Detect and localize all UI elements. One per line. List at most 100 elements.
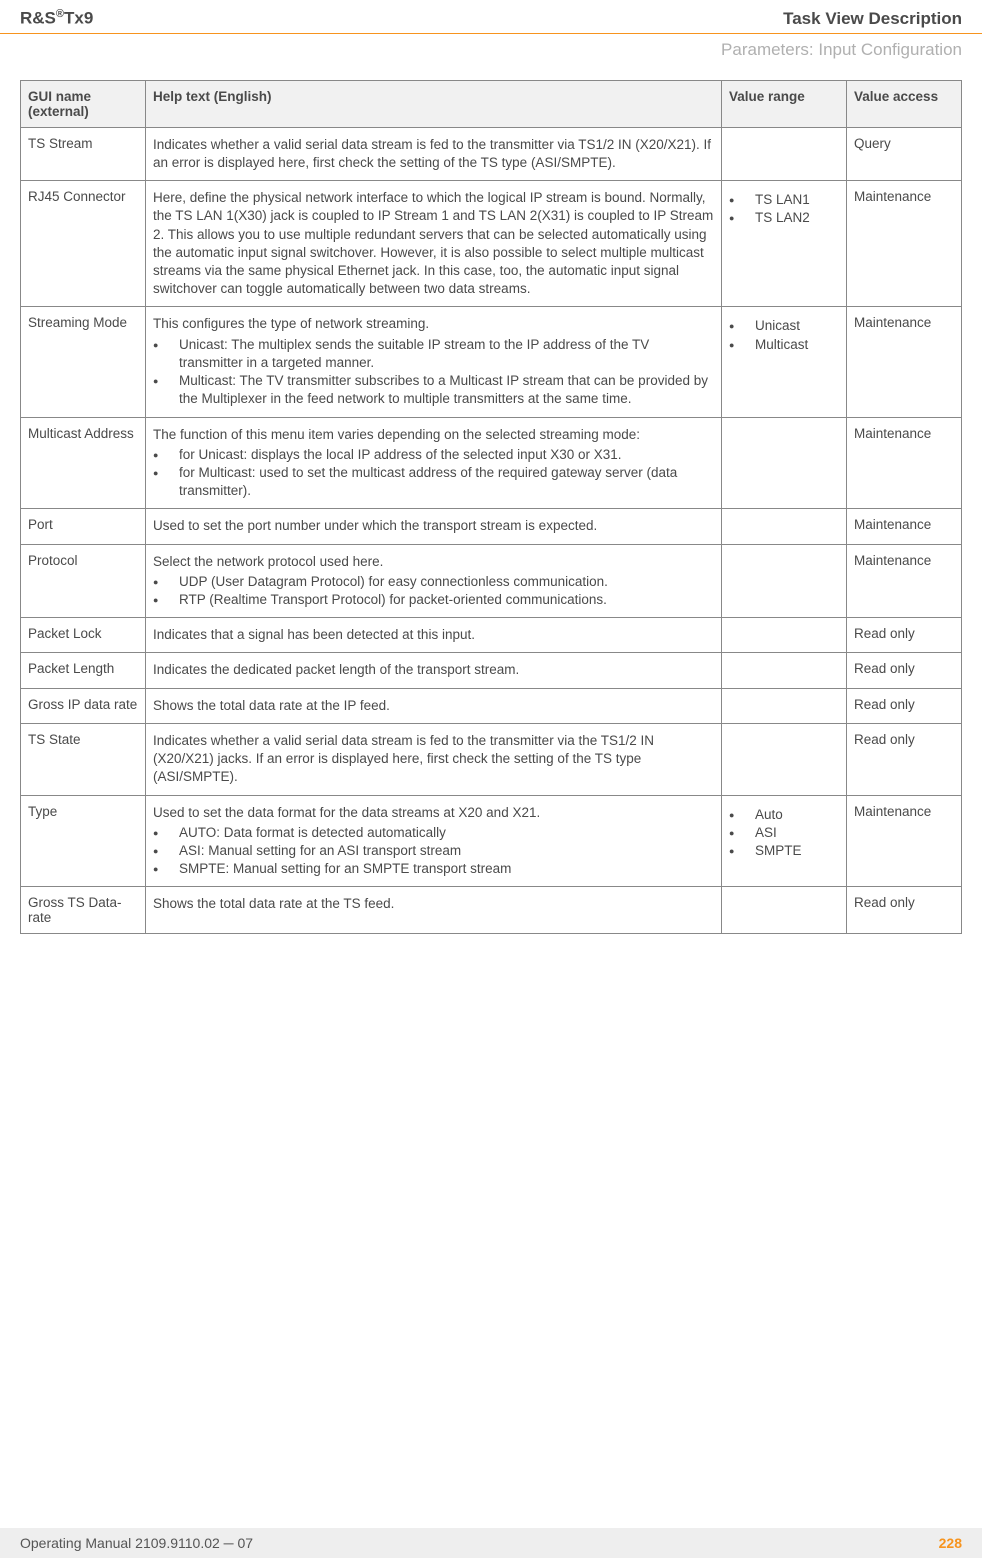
help-bullet-item: for Unicast: displays the local IP addre… [153, 446, 714, 464]
cell-value-access: Maintenance [847, 544, 962, 618]
header-help: Help text (English) [146, 80, 722, 127]
help-bullet-item: RTP (Realtime Transport Protocol) for pa… [153, 591, 714, 609]
range-bullet-item: Multicast [729, 336, 839, 354]
help-bullet-item: ASI: Manual setting for an ASI transport… [153, 842, 714, 860]
header-gui: GUI name (external) [21, 80, 146, 127]
table-row: Packet LengthIndicates the dedicated pac… [21, 653, 962, 688]
help-paragraph: Shows the total data rate at the IP feed… [153, 697, 714, 715]
help-paragraph: Here, define the physical network interf… [153, 189, 714, 298]
cell-value-range [722, 127, 847, 180]
cell-help-text: Used to set the data format for the data… [146, 795, 722, 887]
cell-value-range: UnicastMulticast [722, 307, 847, 417]
table-row: TS StreamIndicates whether a valid seria… [21, 127, 962, 180]
range-bullet-item: ASI [729, 824, 839, 842]
range-bullet-item: TS LAN2 [729, 209, 839, 227]
cell-gui-name: Packet Lock [21, 618, 146, 653]
section-title: Task View Description [783, 9, 962, 29]
help-paragraph: Shows the total data rate at the TS feed… [153, 895, 714, 913]
product-name: R&S®Tx9 [20, 8, 93, 29]
cell-value-access: Read only [847, 723, 962, 795]
cell-help-text: Select the network protocol used here. UD… [146, 544, 722, 618]
help-intro: Used to set the data format for the data… [153, 804, 714, 822]
cell-value-range [722, 618, 847, 653]
parameters-table: GUI name (external) Help text (English) … [20, 80, 962, 935]
cell-gui-name: TS Stream [21, 127, 146, 180]
cell-value-range [722, 887, 847, 934]
help-bullet-list: Unicast: The multiplex sends the suitabl… [153, 336, 714, 409]
range-bullet-item: SMPTE [729, 842, 839, 860]
table-row: Multicast Address The function of this me… [21, 417, 962, 509]
cell-value-range [722, 417, 847, 509]
table-row: ProtocolSelect the network protocol used… [21, 544, 962, 618]
cell-gui-name: Streaming Mode [21, 307, 146, 417]
cell-value-access: Maintenance [847, 181, 962, 307]
help-bullet-item: SMPTE: Manual setting for an SMPTE trans… [153, 860, 714, 878]
help-paragraph: Used to set the port number under which … [153, 517, 714, 535]
cell-value-access: Maintenance [847, 417, 962, 509]
help-intro: Select the network protocol used here. [153, 553, 714, 571]
cell-value-range: TS LAN1TS LAN2 [722, 181, 847, 307]
cell-gui-name: Type [21, 795, 146, 887]
cell-value-range [722, 509, 847, 544]
cell-gui-name: TS State [21, 723, 146, 795]
help-bullet-item: Multicast: The TV transmitter subscribes… [153, 372, 714, 408]
range-bullet-item: TS LAN1 [729, 191, 839, 209]
header-range: Value range [722, 80, 847, 127]
range-bullet-item: Auto [729, 806, 839, 824]
table-row: Gross IP data rate Shows the total data r… [21, 688, 962, 723]
help-bullet-item: Unicast: The multiplex sends the suitabl… [153, 336, 714, 372]
cell-help-text: Shows the total data rate at the TS feed… [146, 887, 722, 934]
range-bullet-list: AutoASISMPTE [729, 806, 839, 861]
cell-help-text: This configures the type of network stre… [146, 307, 722, 417]
help-bullet-item: for Multicast: used to set the multicast… [153, 464, 714, 500]
content-area: GUI name (external) Help text (English) … [0, 80, 982, 935]
table-row: Streaming Mode This configures the type o… [21, 307, 962, 417]
help-paragraph: Indicates that a signal has been detecte… [153, 626, 714, 644]
cell-value-access: Read only [847, 887, 962, 934]
cell-value-access: Maintenance [847, 307, 962, 417]
help-intro: This configures the type of network stre… [153, 315, 714, 333]
cell-gui-name: Protocol [21, 544, 146, 618]
cell-gui-name: Multicast Address [21, 417, 146, 509]
cell-gui-name: Gross IP data rate [21, 688, 146, 723]
cell-help-text: The function of this menu item varies de… [146, 417, 722, 509]
cell-value-access: Read only [847, 653, 962, 688]
cell-help-text: Indicates the dedicated packet length of… [146, 653, 722, 688]
help-bullet-list: for Unicast: displays the local IP addre… [153, 446, 714, 501]
table-row: Type Used to set the data format for the … [21, 795, 962, 887]
cell-help-text: Shows the total data rate at the IP feed… [146, 688, 722, 723]
cell-value-access: Maintenance [847, 795, 962, 887]
range-bullet-list: UnicastMulticast [729, 317, 839, 353]
page-footer: Operating Manual 2109.9110.02 ─ 07 228 [0, 1528, 982, 1558]
help-intro: The function of this menu item varies de… [153, 426, 714, 444]
cell-help-text: Indicates whether a valid serial data st… [146, 723, 722, 795]
cell-value-range [722, 723, 847, 795]
cell-value-access: Maintenance [847, 509, 962, 544]
help-bullet-list: AUTO: Data format is detected automatica… [153, 824, 714, 879]
product-sup: ® [56, 8, 64, 20]
header-access: Value access [847, 80, 962, 127]
cell-value-range [722, 544, 847, 618]
product-prefix: R&S [20, 9, 56, 28]
cell-value-range [722, 688, 847, 723]
table-row: PortUsed to set the port number under wh… [21, 509, 962, 544]
help-paragraph: Indicates whether a valid serial data st… [153, 732, 714, 787]
table-header-row: GUI name (external) Help text (English) … [21, 80, 962, 127]
cell-gui-name: RJ45 Connector [21, 181, 146, 307]
footer-page: 228 [939, 1535, 962, 1551]
product-suffix: Tx9 [64, 9, 93, 28]
table-row: Gross TS Data-rate Shows the total data r… [21, 887, 962, 934]
help-bullet-item: UDP (User Datagram Protocol) for easy co… [153, 573, 714, 591]
cell-value-range [722, 653, 847, 688]
page-header: R&S®Tx9 Task View Description [0, 0, 982, 34]
range-bullet-item: Unicast [729, 317, 839, 335]
table-row: RJ45 ConnectorHere, define the physical … [21, 181, 962, 307]
help-bullet-list: UDP (User Datagram Protocol) for easy co… [153, 573, 714, 609]
cell-help-text: Indicates that a signal has been detecte… [146, 618, 722, 653]
cell-help-text: Here, define the physical network interf… [146, 181, 722, 307]
cell-help-text: Used to set the port number under which … [146, 509, 722, 544]
cell-gui-name: Gross TS Data-rate [21, 887, 146, 934]
footer-manual: Operating Manual 2109.9110.02 ─ 07 [20, 1535, 253, 1551]
help-paragraph: Indicates the dedicated packet length of… [153, 661, 714, 679]
cell-value-range: AutoASISMPTE [722, 795, 847, 887]
